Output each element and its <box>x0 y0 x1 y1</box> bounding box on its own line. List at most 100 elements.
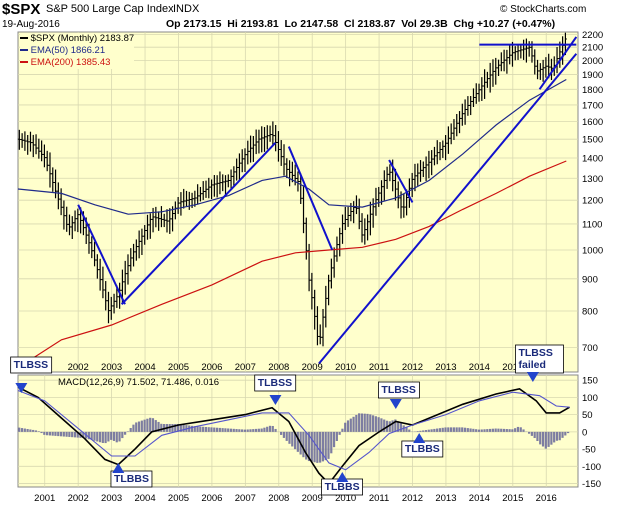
histogram-bar <box>346 420 350 432</box>
macd-x-tick-label: 2009 <box>302 493 323 504</box>
histogram-bar <box>355 414 358 432</box>
histogram-bar <box>112 431 116 441</box>
grid-lines <box>18 32 578 487</box>
histogram-bar <box>449 427 453 432</box>
histogram-bar <box>54 431 57 436</box>
histogram-bar <box>539 431 542 445</box>
histogram-bar <box>221 428 224 432</box>
histogram-bar <box>335 431 338 442</box>
histogram-bar <box>427 429 430 432</box>
histogram-bar <box>57 431 60 437</box>
histogram-bar <box>235 429 238 432</box>
histogram-bar <box>291 431 294 447</box>
histogram-bar <box>327 431 330 459</box>
histogram-bar <box>154 420 157 432</box>
histogram-bar <box>87 431 90 440</box>
histogram-bar <box>282 431 286 438</box>
x-tick-label: 2007 <box>235 362 256 373</box>
macd-y-tick-label: 150 <box>582 376 598 387</box>
histogram-bar <box>391 420 394 432</box>
trend-line <box>120 142 277 305</box>
histogram-bar <box>371 415 375 432</box>
histogram-bar <box>115 431 118 443</box>
histogram-bar <box>452 427 455 432</box>
annotation-arrow <box>112 463 125 473</box>
macd-y-tick-label: 100 <box>582 393 598 404</box>
histogram-bar <box>338 431 341 435</box>
histogram-bar <box>254 428 258 432</box>
histogram-bar <box>324 431 327 461</box>
annotation-arrow <box>413 433 426 443</box>
macd-x-tick-label: 2012 <box>402 493 423 504</box>
histogram-bar <box>349 418 352 432</box>
histogram-bar <box>541 431 545 447</box>
histogram-bar <box>232 428 235 432</box>
histogram-bar <box>380 418 383 432</box>
histogram-bar <box>296 431 299 452</box>
histogram-bar <box>288 431 291 444</box>
y-tick-label: 1200 <box>582 196 603 207</box>
histogram-bar <box>71 431 74 438</box>
histogram-bar <box>143 419 146 432</box>
histogram-bar <box>293 431 297 450</box>
histogram-bar <box>280 431 283 435</box>
histogram-bar <box>494 428 497 432</box>
histogram-bar <box>76 431 79 438</box>
legend-swatch-ema50 <box>20 49 28 52</box>
index-name: S&P 500 Large Cap Index <box>46 3 174 15</box>
annotation-arrow <box>389 399 402 409</box>
histogram-bar <box>137 421 141 432</box>
symbol: $SPX <box>2 1 41 18</box>
histogram-bar <box>533 431 536 439</box>
histogram-bar <box>146 418 149 432</box>
histogram-bar <box>104 431 107 444</box>
annotation-arrow <box>336 472 349 482</box>
histogram-bar <box>18 427 21 432</box>
histogram-bar <box>218 427 221 432</box>
macd-x-tick-label: 2014 <box>469 493 490 504</box>
histogram-bar <box>313 431 316 463</box>
histogram-bar <box>352 416 355 432</box>
annotation-box <box>515 344 564 374</box>
histogram-bar <box>149 417 152 432</box>
macd-line <box>17 386 570 485</box>
annotation-box <box>110 470 153 488</box>
histogram-bar <box>502 428 506 432</box>
histogram-bar <box>544 431 547 449</box>
histogram-bar <box>29 429 32 432</box>
x-tick-label: 2012 <box>402 362 423 373</box>
histogram-bar <box>511 429 514 432</box>
macd-y-tick-label: -50 <box>582 445 596 456</box>
macd-y-tick-label: -150 <box>582 479 601 490</box>
annotation-arrow <box>269 395 282 405</box>
histogram-bar <box>424 430 428 432</box>
histogram-bar <box>199 426 202 432</box>
histogram-bar <box>399 423 403 432</box>
histogram-bar <box>444 427 447 432</box>
macd-x-tick-label: 2011 <box>369 493 389 504</box>
macd-x-tick-label: 2002 <box>68 493 89 504</box>
histogram-bar <box>151 418 155 432</box>
histogram-bar <box>107 431 110 442</box>
trend-line <box>538 36 578 90</box>
y-tick-label: 1600 <box>582 117 603 128</box>
histogram-bar <box>466 428 469 432</box>
histogram-bar <box>307 431 311 462</box>
annotation-label: TLBBS <box>114 473 149 485</box>
histogram-bar <box>48 431 51 436</box>
trend-line <box>77 204 126 305</box>
legend-swatch-price <box>20 37 28 40</box>
histogram-bar <box>249 429 252 432</box>
histogram-bar <box>260 428 263 432</box>
histogram-bar <box>174 424 177 432</box>
histogram-bar <box>519 427 522 432</box>
histogram-bar <box>34 430 38 432</box>
y-tick-label: 700 <box>582 343 598 354</box>
histogram-bar <box>360 413 364 432</box>
histogram-bar <box>202 426 205 432</box>
x-tick-label: 2002 <box>68 362 89 373</box>
y-tick-label: 1300 <box>582 174 603 185</box>
x-tick-label: 2010 <box>335 362 356 373</box>
annotation-arrow <box>15 383 28 393</box>
histogram-bar <box>204 426 208 432</box>
